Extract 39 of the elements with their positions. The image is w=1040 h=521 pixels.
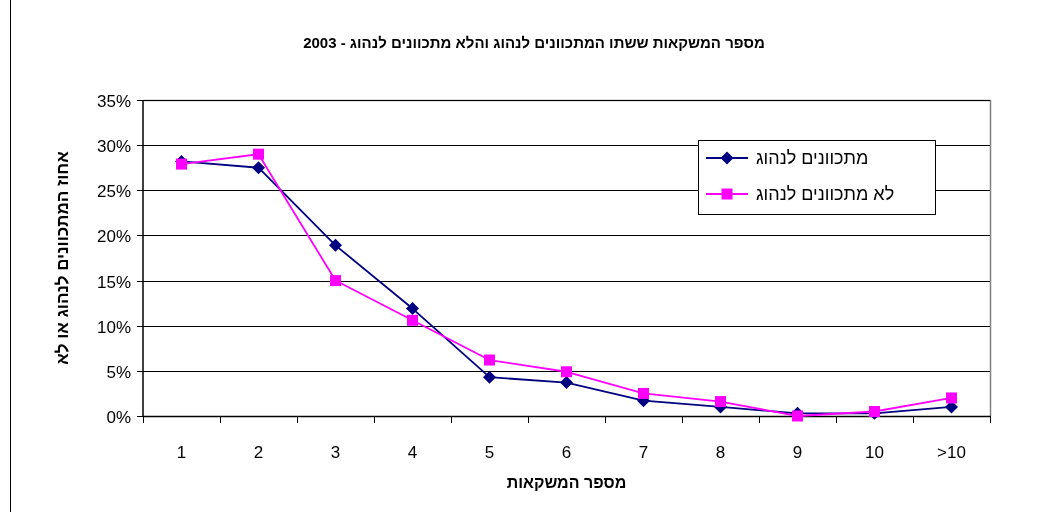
point	[792, 410, 803, 422]
x-tick-label: 7	[638, 443, 649, 462]
y-tick-label: 35%	[96, 91, 131, 111]
point	[253, 148, 264, 160]
point	[483, 370, 496, 384]
x-tick-label: 10	[865, 443, 884, 462]
point	[329, 238, 342, 252]
x-tick-label: 5	[484, 443, 495, 462]
x-tick-label: 4	[407, 443, 418, 462]
point	[715, 396, 726, 408]
y-tick-label: 20%	[96, 226, 131, 246]
x-tick-label: 2	[253, 443, 264, 462]
point	[561, 366, 572, 378]
point	[946, 392, 957, 404]
x-axis-title: מספר המשקאות	[506, 474, 627, 491]
y-axis-title: אחוז המתכוונים לנהוג או לא	[53, 150, 72, 365]
legend-label: לא מתכוונים לנהוג	[756, 184, 895, 204]
y-tick-label: 15%	[96, 272, 131, 292]
y-tick-label: 25%	[96, 181, 131, 201]
point	[560, 376, 573, 390]
point	[638, 387, 649, 399]
point	[252, 161, 265, 175]
point	[407, 314, 418, 326]
y-tick-label: 5%	[106, 362, 131, 382]
y-tick-label: 30%	[96, 136, 131, 156]
x-tick-label: 3	[330, 443, 341, 462]
y-tick-label: 10%	[96, 317, 131, 337]
point	[330, 275, 341, 287]
x-tick-label: >10	[937, 443, 966, 462]
point	[176, 158, 187, 170]
x-tick-label: 9	[792, 443, 803, 462]
x-tick-label: 6	[561, 443, 572, 462]
chart-title: מספר המשקאות ששתו המתכוונים לנהוג והלא מתכוונים לנהוג - 2003	[303, 34, 765, 51]
x-tick-label: 8	[715, 443, 726, 462]
y-tick-label: 0%	[106, 407, 131, 427]
x-tick-label: 1	[176, 443, 187, 462]
point	[484, 354, 495, 366]
legend-label: מתכוונים לנהוג	[756, 148, 869, 168]
point	[406, 302, 419, 316]
